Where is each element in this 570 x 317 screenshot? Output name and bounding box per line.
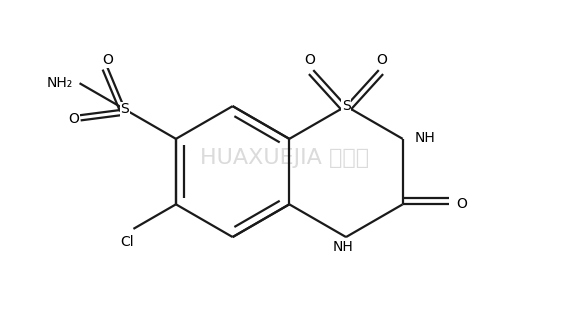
Text: NH: NH (414, 131, 435, 145)
Text: Cl: Cl (120, 236, 133, 249)
Text: O: O (377, 53, 388, 67)
Text: S: S (120, 102, 129, 116)
Text: NH₂: NH₂ (47, 76, 73, 90)
Text: O: O (304, 53, 315, 67)
Text: S: S (341, 99, 351, 113)
Text: O: O (103, 53, 113, 67)
Text: O: O (68, 112, 79, 126)
Text: NH: NH (332, 240, 353, 254)
Text: O: O (457, 197, 467, 211)
Text: HUAXUEJIA 化学加: HUAXUEJIA 化学加 (201, 148, 369, 169)
